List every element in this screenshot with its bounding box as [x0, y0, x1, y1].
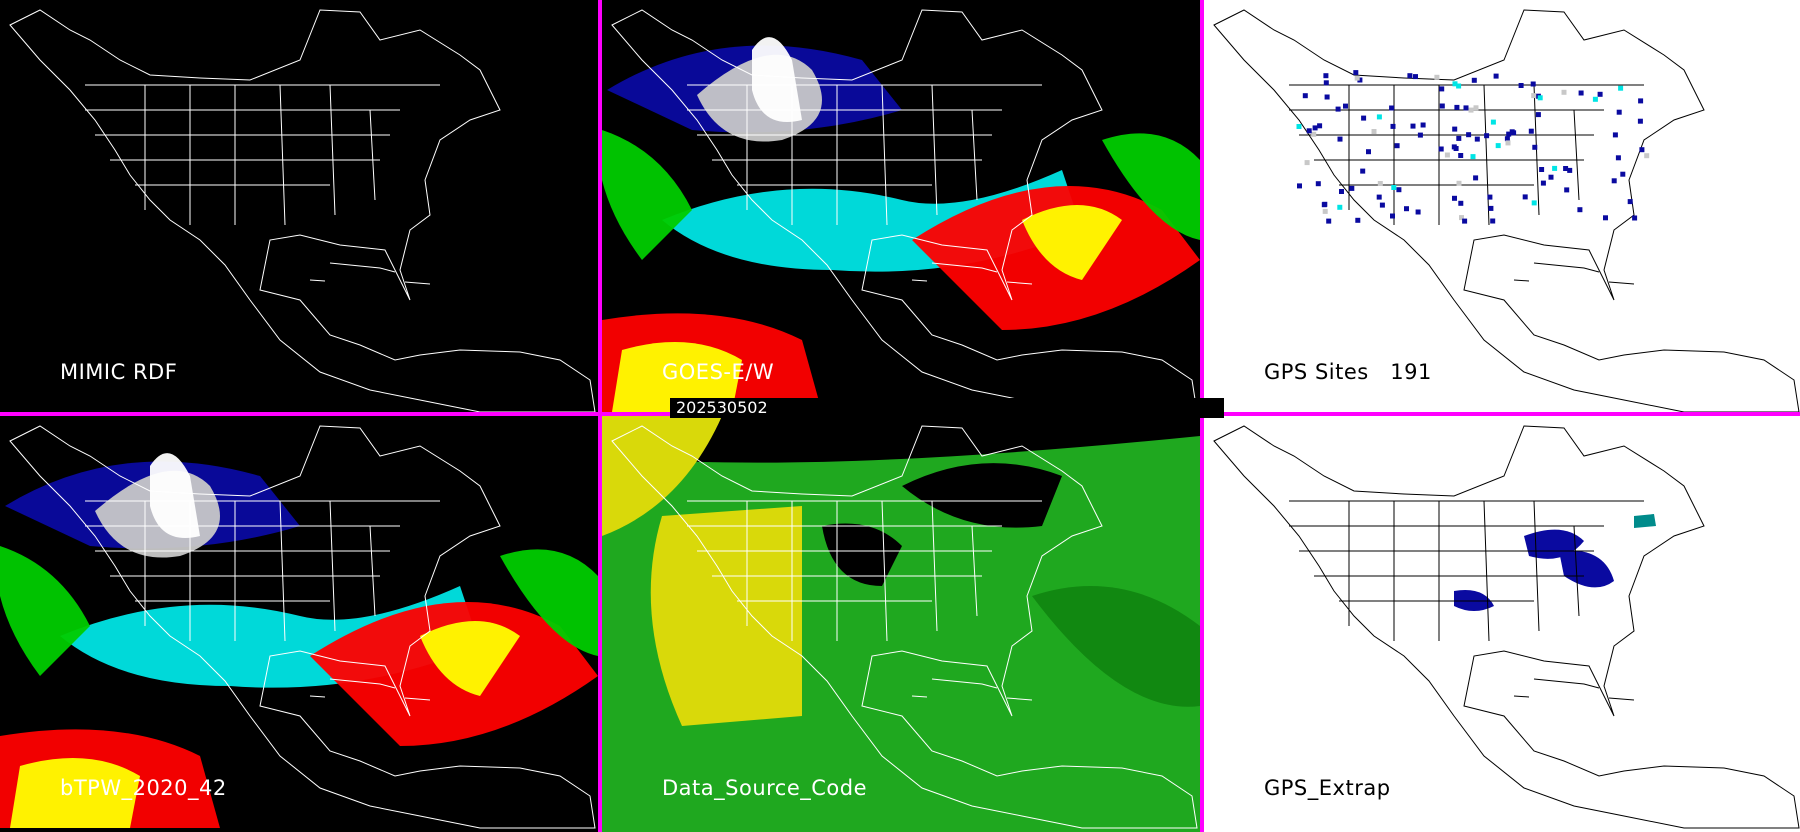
tpw-map-icon: [0, 425, 598, 829]
panel-label: GPS_Extrap: [1264, 776, 1391, 800]
panel-goes-ew: GOES-E/W: [602, 0, 1200, 412]
panel-gps-sites: GPS Sites 191: [1204, 0, 1800, 412]
gps-sites-map-icon: [1213, 9, 1800, 412]
source-map-icon: [602, 416, 1200, 832]
timestamp: 202530502: [676, 398, 768, 417]
panel-gps-extrap: GPS_Extrap: [1204, 416, 1800, 832]
tpw-map-icon: [602, 9, 1200, 412]
gps-extrap-map-icon: [1213, 425, 1800, 829]
panel-data-source-code: Data_Source_Code: [602, 416, 1200, 832]
panel-label: MIMIC RDF: [60, 360, 178, 384]
panel-label: GPS Sites 191: [1264, 360, 1432, 384]
outline-map-icon: [9, 9, 596, 412]
panel-label: Data_Source_Code: [662, 776, 868, 800]
panel-label: bTPW_2020_42: [60, 776, 227, 800]
panel-btpw: bTPW_2020_42: [0, 416, 598, 832]
panel-mimic-rdf: MIMIC RDF: [0, 0, 598, 412]
panel-label: GOES-E/W: [662, 360, 775, 384]
timestamp-bar: 202530502: [670, 398, 1224, 418]
